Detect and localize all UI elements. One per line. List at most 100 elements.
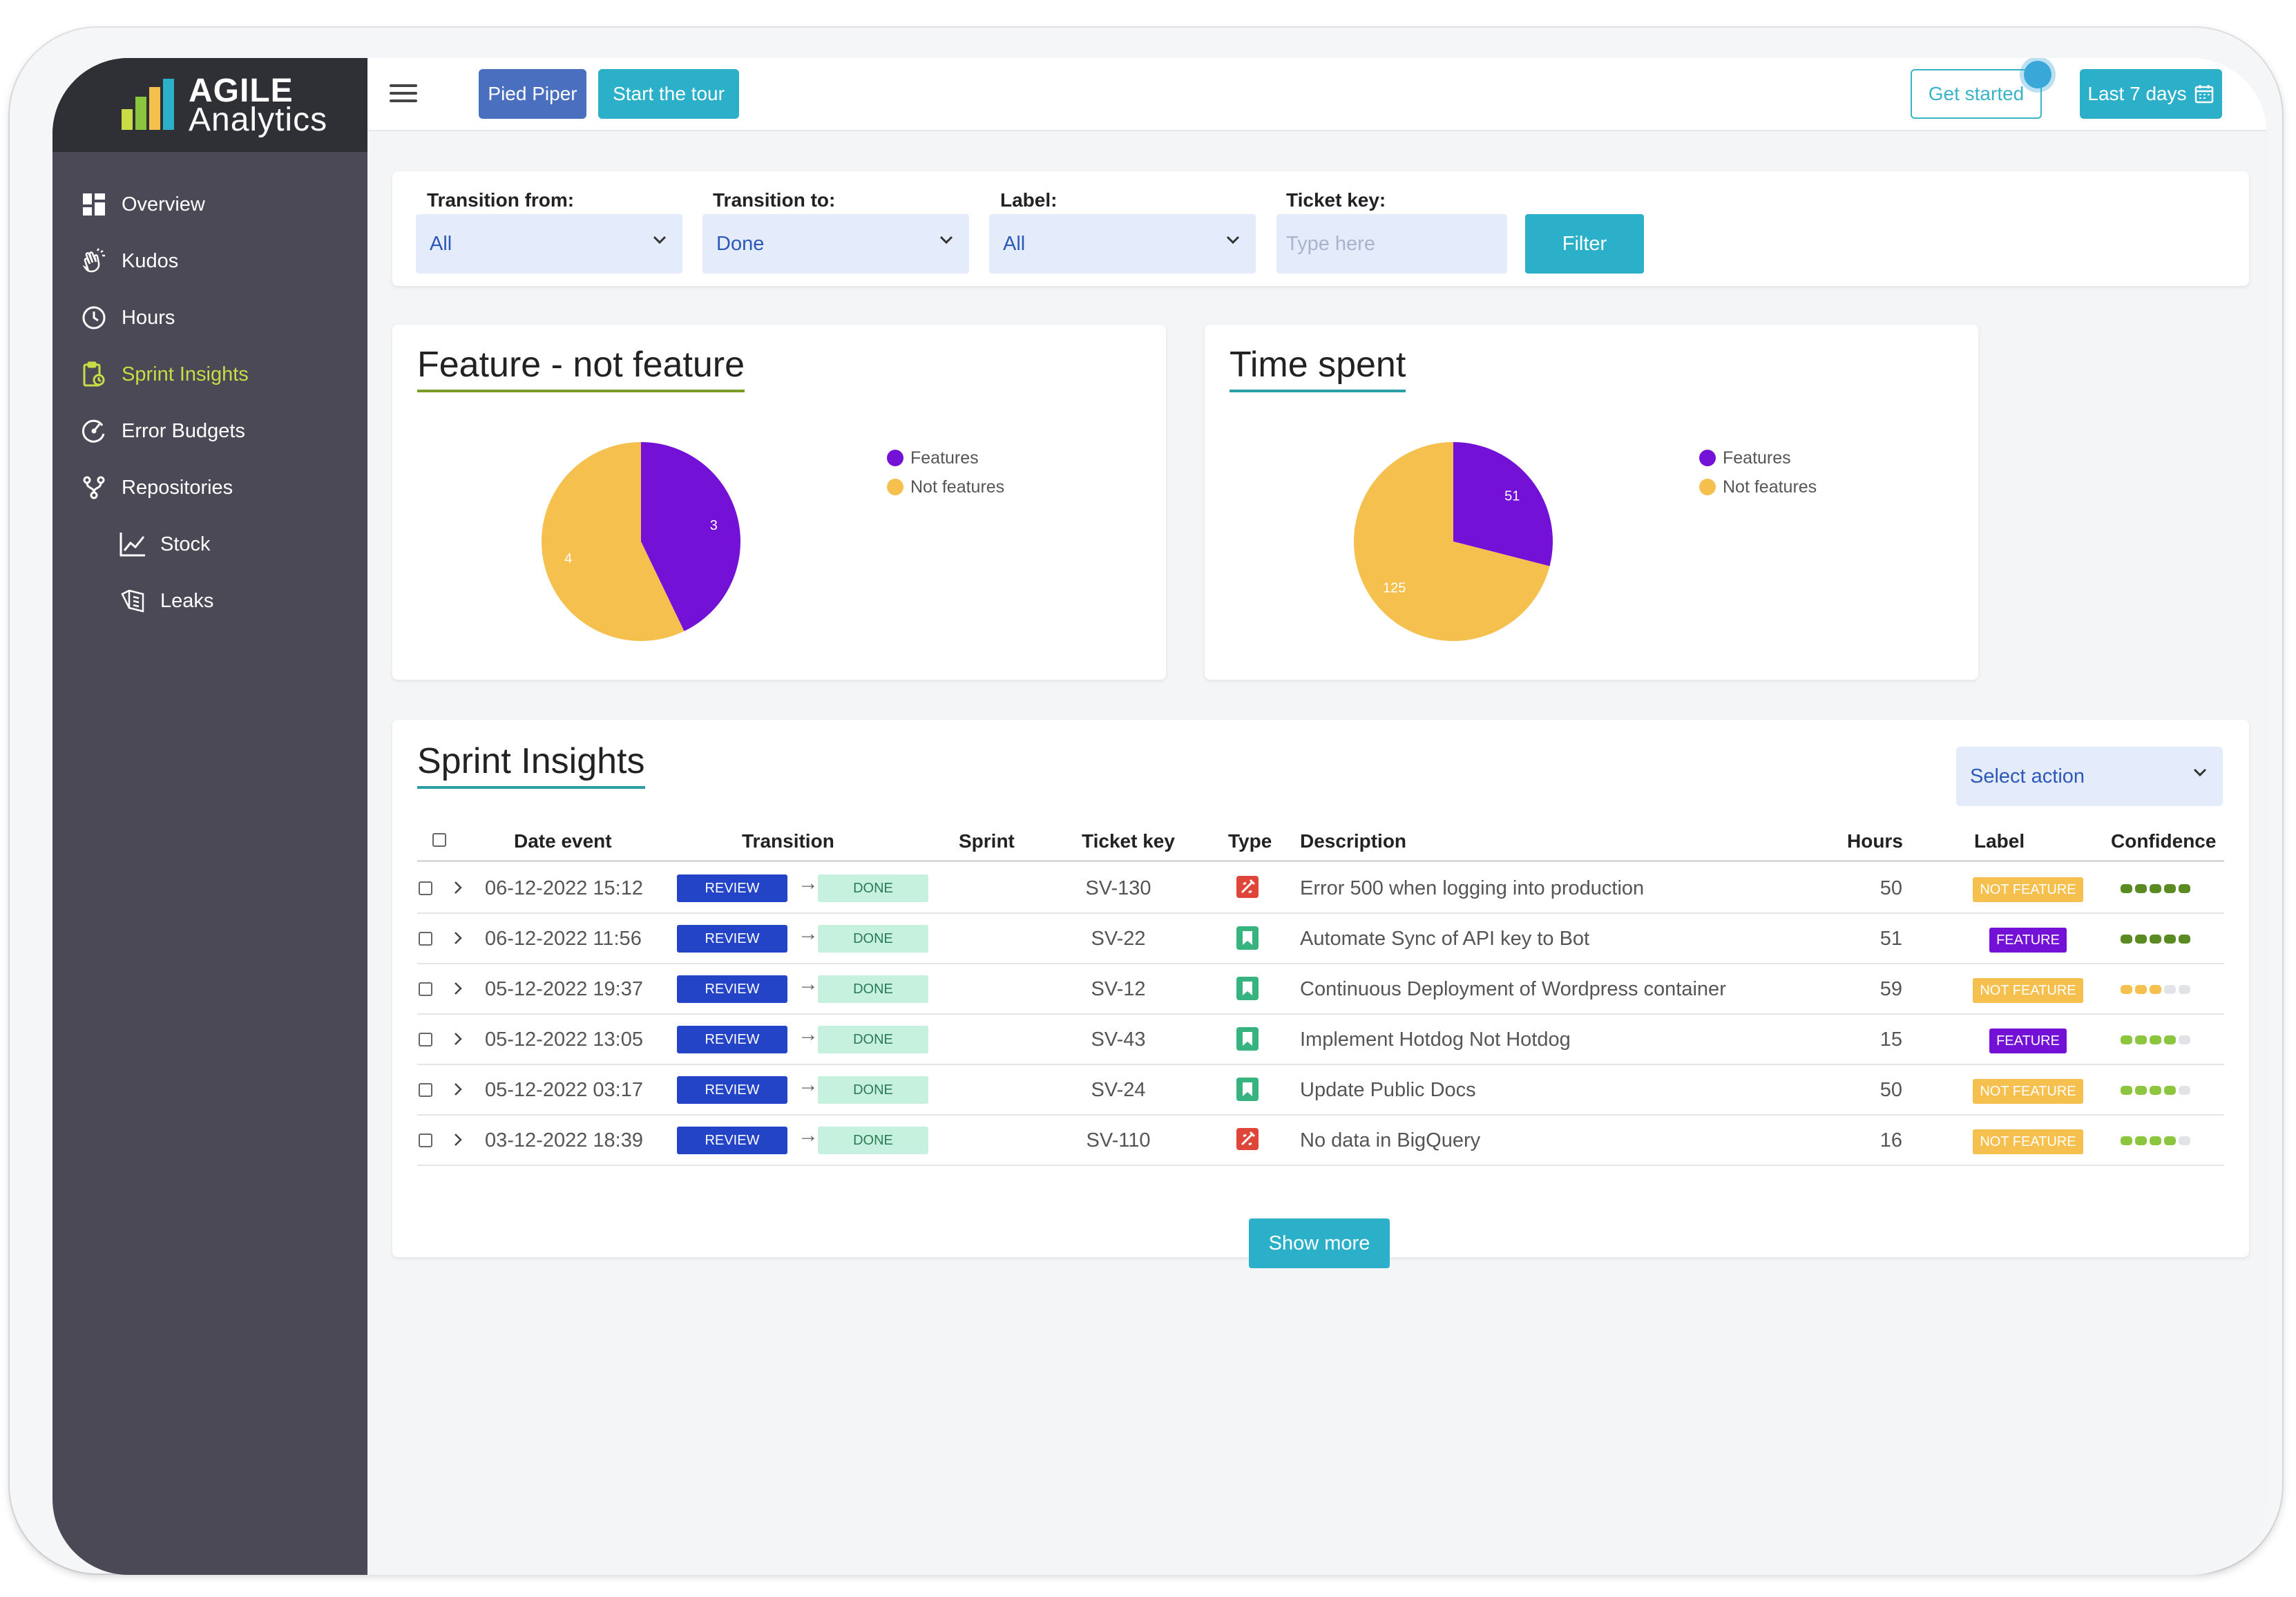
table-row[interactable]: 03-12-2022 18:39 REVIEW → DONE SV-110 No data… [417,1116,2224,1166]
branch-icon [80,474,108,501]
transition-to-label: Transition to: [713,189,836,211]
transition-to-value: Done [716,232,765,255]
legend-item-features[interactable]: Features [887,443,1004,472]
sidebar-item-label: Kudos [122,249,179,272]
legend-item-not-features[interactable]: Not features [887,472,1004,501]
col-hours[interactable]: Hours [1847,830,1903,852]
chevron-right-icon[interactable] [453,930,463,946]
pie-chart: 51 125 [1354,442,1553,641]
row-checkbox[interactable] [419,881,432,895]
sidebar-item-label: Leaks [160,589,214,612]
col-description[interactable]: Description [1300,830,1407,852]
arrow-right-icon: → [798,872,819,895]
get-started-button[interactable]: Get started [1911,69,2042,119]
filter-button[interactable]: Filter [1525,214,1644,274]
hours: 15 [1879,1029,1902,1051]
row-checkbox[interactable] [419,982,432,996]
col-confidence[interactable]: Confidence [2111,830,2217,852]
chevron-right-icon[interactable] [453,1132,463,1147]
ticket-key[interactable]: SV-43 [1091,1029,1146,1051]
chevron-right-icon[interactable] [453,880,463,895]
transition-to-badge: DONE [818,1127,928,1154]
legend-item-not-features[interactable]: Not features [1699,472,1817,501]
legend-item-features[interactable]: Features [1699,443,1817,472]
sidebar-item-label: Sprint Insights [122,363,249,385]
col-date-event[interactable]: Date event [514,830,612,852]
ticket-key[interactable]: SV-130 [1085,877,1151,899]
row-checkbox[interactable] [419,1083,432,1097]
transition-from-badge: REVIEW [677,975,787,1003]
ticket-key[interactable]: SV-24 [1091,1079,1146,1101]
sidebar-item-error-budgets[interactable]: Error Budgets [80,410,245,452]
sidebar-item-label: Hours [122,306,175,329]
hamburger-menu-icon[interactable] [390,84,417,105]
row-checkbox[interactable] [419,932,432,946]
col-ticket-key[interactable]: Ticket key [1082,830,1175,852]
date-event: 05-12-2022 13:05 [485,1029,643,1051]
pie-slice-not-features[interactable] [1354,442,1550,641]
pie-slice-features[interactable] [641,442,740,631]
chart-title: Time spent [1230,344,1406,392]
label-filter-label: Label: [1000,189,1058,211]
sidebar-item-repositories[interactable]: Repositories [80,467,233,508]
sprint-insights-panel: Sprint Insights Select action Date event… [392,720,2249,1268]
description: No data in BigQuery [1300,1129,1481,1151]
date-range-label: Last 7 days [2087,83,2187,104]
col-label[interactable]: Label [1974,830,2025,852]
chevron-right-icon[interactable] [453,981,463,996]
chart-title: Feature - not feature [417,344,745,392]
transition-from-select[interactable]: All [416,214,682,274]
row-checkbox[interactable] [419,1033,432,1046]
table-row[interactable]: 05-12-2022 13:05 REVIEW → DONE SV-43 Implemen… [417,1015,2224,1065]
date-range-button[interactable]: Last 7 days [2080,69,2222,119]
pie-chart: 34 [541,442,740,641]
pie-data-label: 4 [564,551,572,566]
story-icon [1235,1076,1260,1102]
chart-legend: Features Not features [1699,443,1817,501]
sidebar-item-kudos[interactable]: Kudos [80,240,178,282]
start-tour-button[interactable]: Start the tour [598,69,739,119]
transition-to-select[interactable]: Done [702,214,969,274]
confidence-indicator [2121,1035,2190,1044]
label-badge: NOT FEATURE [1973,1129,2083,1154]
sidebar-item-overview[interactable]: Overview [80,184,205,225]
transition-from-badge: REVIEW [677,1127,787,1154]
sidebar-item-leaks[interactable]: Leaks [119,580,213,622]
table-row[interactable]: 05-12-2022 03:17 REVIEW → DONE SV-24 Update P… [417,1065,2224,1116]
ticket-key[interactable]: SV-22 [1091,928,1146,950]
ticket-key-input[interactable]: Type here [1276,214,1507,274]
select-all-checkbox[interactable] [432,833,446,847]
transition-from-badge: REVIEW [677,925,787,953]
row-checkbox[interactable] [419,1134,432,1147]
date-event: 05-12-2022 19:37 [485,978,643,1000]
table-row[interactable]: 05-12-2022 19:37 REVIEW → DONE SV-12 Continuo… [417,964,2224,1015]
pie-slice-not-features[interactable] [541,442,685,641]
chevron-right-icon[interactable] [453,1031,463,1046]
ticket-key[interactable]: SV-12 [1091,978,1146,1000]
sidebar-item-label: Overview [122,193,205,216]
ticket-key[interactable]: SV-110 [1086,1129,1151,1151]
organization-button[interactable]: Pied Piper [479,69,586,119]
sidebar-item-label: Repositories [122,476,233,499]
show-more-button[interactable]: Show more [1249,1218,1390,1268]
label-select[interactable]: All [989,214,1256,274]
table-row[interactable]: 06-12-2022 11:56 REVIEW → DONE SV-22 Automate… [417,914,2224,964]
chevron-down-icon [939,236,953,245]
col-transition[interactable]: Transition [742,830,834,852]
user-avatar-icon[interactable] [2263,72,2267,113]
sidebar-item-stock[interactable]: Stock [119,524,211,565]
logo[interactable]: AGILE Analytics [52,58,367,152]
select-action-dropdown[interactable]: Select action [1956,747,2223,806]
time-spent-chart-card: Time spent 51 125 Features Not features [1205,325,1978,680]
pie-slice-features[interactable] [1453,442,1553,566]
col-type[interactable]: Type [1228,830,1272,852]
chevron-right-icon[interactable] [453,1082,463,1097]
sidebar-item-sprint-insights[interactable]: Sprint Insights [80,354,249,395]
sidebar-item-hours[interactable]: Hours [80,297,175,338]
chart-legend: Features Not features [887,443,1004,501]
label-badge: NOT FEATURE [1973,877,2083,902]
col-sprint[interactable]: Sprint [959,830,1015,852]
confidence-indicator [2121,1086,2190,1095]
table-row[interactable]: 06-12-2022 15:12 REVIEW → DONE SV-130 Error 5… [417,863,2224,914]
